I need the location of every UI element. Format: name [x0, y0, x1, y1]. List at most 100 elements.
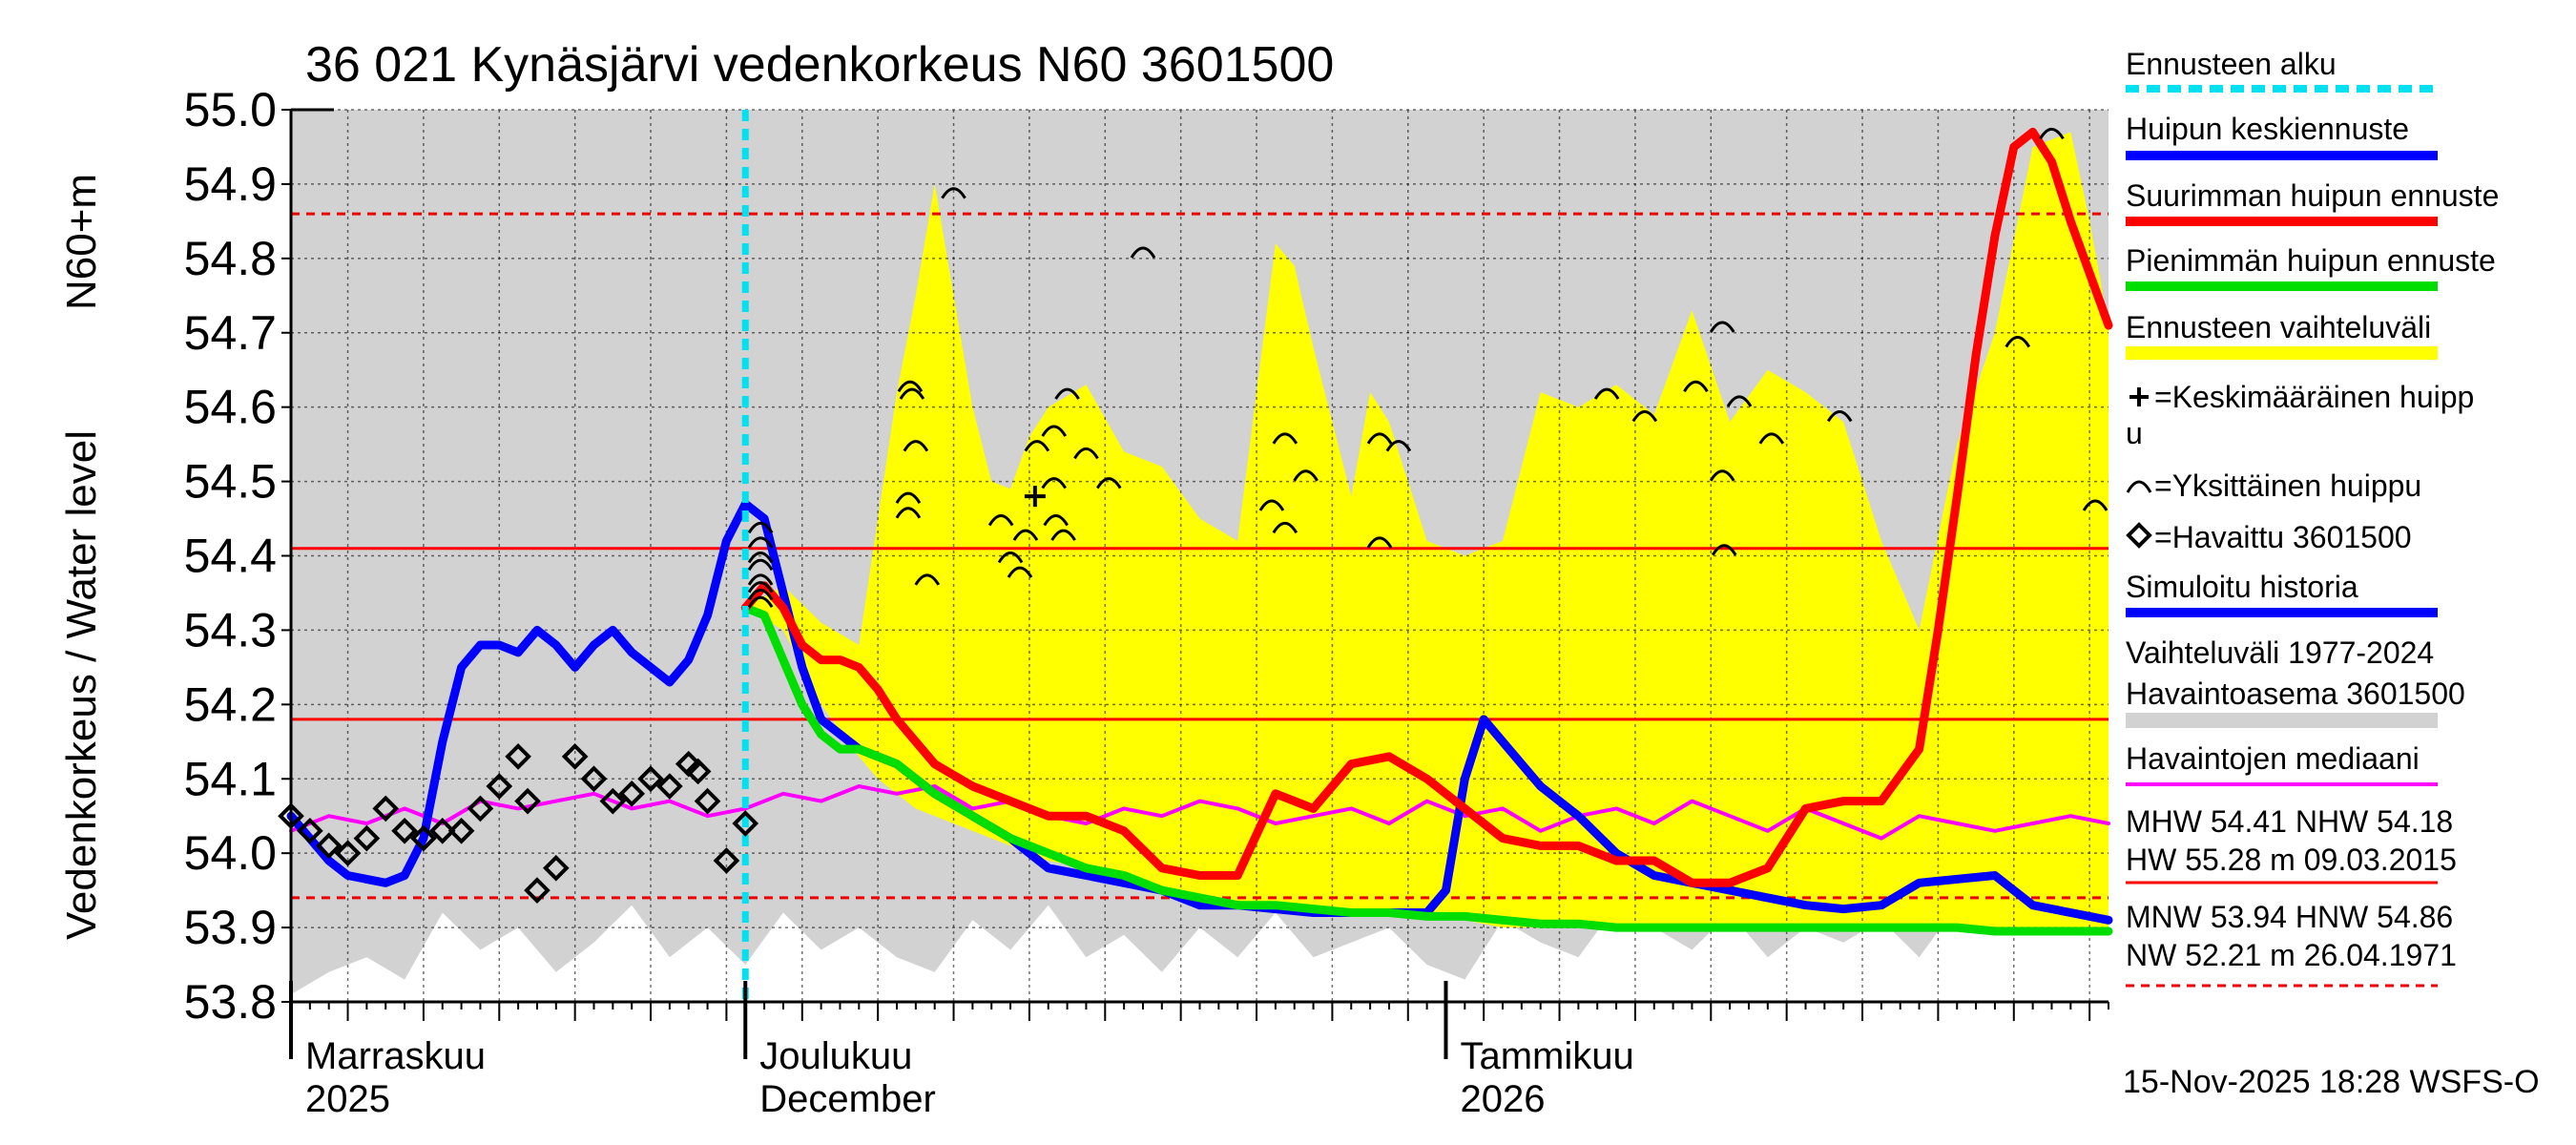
y-tick-label: 53.9	[184, 901, 277, 954]
observed-point	[447, 817, 475, 844]
x-label-year: 2025	[305, 1078, 390, 1120]
legend-label: =Keskimääräinen huipp	[2154, 380, 2474, 414]
peak-marker	[1258, 499, 1285, 511]
peak-marker	[1130, 246, 1156, 259]
y-tick-label: 54.9	[184, 157, 277, 211]
observed-point	[334, 840, 362, 866]
peak-marker	[987, 514, 1014, 527]
observed-point	[410, 824, 437, 852]
stats-line: NW 52.21 m 26.04.1971	[2126, 938, 2457, 972]
y-tick-label: 54.6	[184, 381, 277, 434]
y-tick-label: 54.1	[184, 752, 277, 805]
observed-point	[713, 847, 740, 874]
legend-swatch-history-band	[2126, 713, 2438, 728]
legend-label: Vaihteluväli 1977-2024	[2126, 635, 2434, 670]
y-tick-labels: 53.8 53.9 54.0 54.1 54.2 54.3 54.4 54.5 54.6 54.7…	[184, 83, 291, 1029]
peak-marker	[747, 581, 774, 593]
peak-marker	[997, 552, 1024, 564]
observed-point	[505, 743, 531, 770]
observed-point	[297, 817, 323, 844]
legend-plus-icon	[2129, 387, 2149, 406]
peak-marker	[1726, 395, 1753, 407]
peak-marker	[2039, 127, 2065, 140]
observed-point	[372, 795, 400, 822]
legend-arc-icon	[2126, 480, 2152, 493]
legend-label: Simuloitu historia	[2126, 570, 2358, 604]
observed-point	[732, 810, 759, 837]
y-axis-label: Vedenkorkeus / Water level	[58, 430, 105, 940]
observed-point	[315, 832, 343, 860]
peak-marker	[895, 507, 922, 519]
mean-peak-marker	[1024, 486, 1046, 508]
legend-label: Havaintojen mediaani	[2126, 741, 2420, 776]
peak-marker	[1007, 566, 1033, 578]
legend-label: Huipun keskiennuste	[2126, 112, 2409, 146]
peak-marker	[1385, 440, 1412, 452]
peak-marker	[747, 521, 774, 534]
x-label-year: 2026	[1460, 1078, 1545, 1120]
chart-title: 36 021 Kynäsjärvi vedenkorkeus N60 36015…	[305, 37, 1334, 93]
observed-point	[656, 773, 683, 800]
y-tick-label: 53.8	[184, 975, 277, 1029]
x-label-month: Marraskuu	[305, 1035, 486, 1077]
observed-point	[618, 781, 646, 807]
forecast-range-band	[745, 132, 2109, 935]
peak-marker	[914, 573, 941, 586]
peak-marker	[1050, 529, 1076, 541]
x-label-year: December	[759, 1078, 936, 1120]
y-axis-unit: N60+m	[58, 174, 105, 310]
legend-label: Pienimmän huipun ennuste	[2126, 243, 2496, 278]
peak-marker	[1073, 447, 1099, 460]
observed-point	[694, 787, 721, 815]
legend-label: Havaintoasema 3601500	[2126, 677, 2465, 711]
peak-marker	[1631, 409, 1658, 423]
y-tick-label: 54.0	[184, 826, 277, 880]
observed-point	[542, 854, 570, 882]
stats-line: HW 55.28 m 09.03.2015	[2126, 843, 2457, 877]
legend: Ennusteen alku Huipun keskiennuste Suurimm…	[2126, 47, 2499, 988]
footer-timestamp: 15-Nov-2025 18:28 WSFS-O	[2123, 1064, 2540, 1100]
peak-marker	[747, 552, 774, 564]
legend-label: Suurimman huipun ennuste	[2126, 178, 2499, 213]
observed-point	[599, 787, 627, 815]
peak-marker	[1041, 477, 1067, 489]
y-tick-label: 54.8	[184, 232, 277, 285]
observed-point	[637, 765, 664, 793]
peak-marker	[2005, 336, 2031, 348]
y-tick-label: 54.5	[184, 455, 277, 509]
peak-marker	[903, 440, 929, 452]
legend-label: Ennusteen alku	[2126, 47, 2337, 81]
peak-marker	[747, 536, 774, 549]
observed-point	[580, 765, 608, 793]
peak-marker	[1709, 469, 1735, 482]
peak-marker	[899, 387, 925, 400]
y-tick-label: 54.2	[184, 677, 277, 731]
observed-point	[684, 758, 712, 785]
legend-diamond-icon	[2126, 522, 2152, 549]
legend-label: =Yksittäinen huippu	[2154, 468, 2421, 503]
peak-marker	[2082, 499, 2109, 511]
legend-label: Ennusteen vaihteluväli	[2126, 310, 2431, 344]
peak-marker	[1366, 536, 1393, 549]
peak-marker	[1683, 380, 1709, 393]
observed-point	[391, 817, 418, 844]
peak-marker	[747, 558, 774, 572]
peak-marker	[1272, 432, 1298, 445]
observed-point	[353, 824, 381, 852]
peak-marker	[1366, 432, 1393, 445]
observed-point	[467, 795, 494, 822]
observed-point	[524, 877, 551, 904]
peak-marker	[1041, 425, 1067, 437]
peak-marker	[747, 573, 774, 586]
peak-marker	[1024, 440, 1050, 452]
peak-marker	[941, 187, 966, 199]
peak-marker	[1826, 409, 1853, 423]
plot-area	[278, 108, 2113, 1059]
peak-marker	[1593, 387, 1620, 400]
observed-point	[561, 743, 589, 770]
peak-marker	[1095, 477, 1122, 489]
observed-point	[514, 787, 541, 815]
y-tick-label: 54.7	[184, 306, 277, 360]
legend-label: =Havaittu 3601500	[2154, 520, 2412, 554]
